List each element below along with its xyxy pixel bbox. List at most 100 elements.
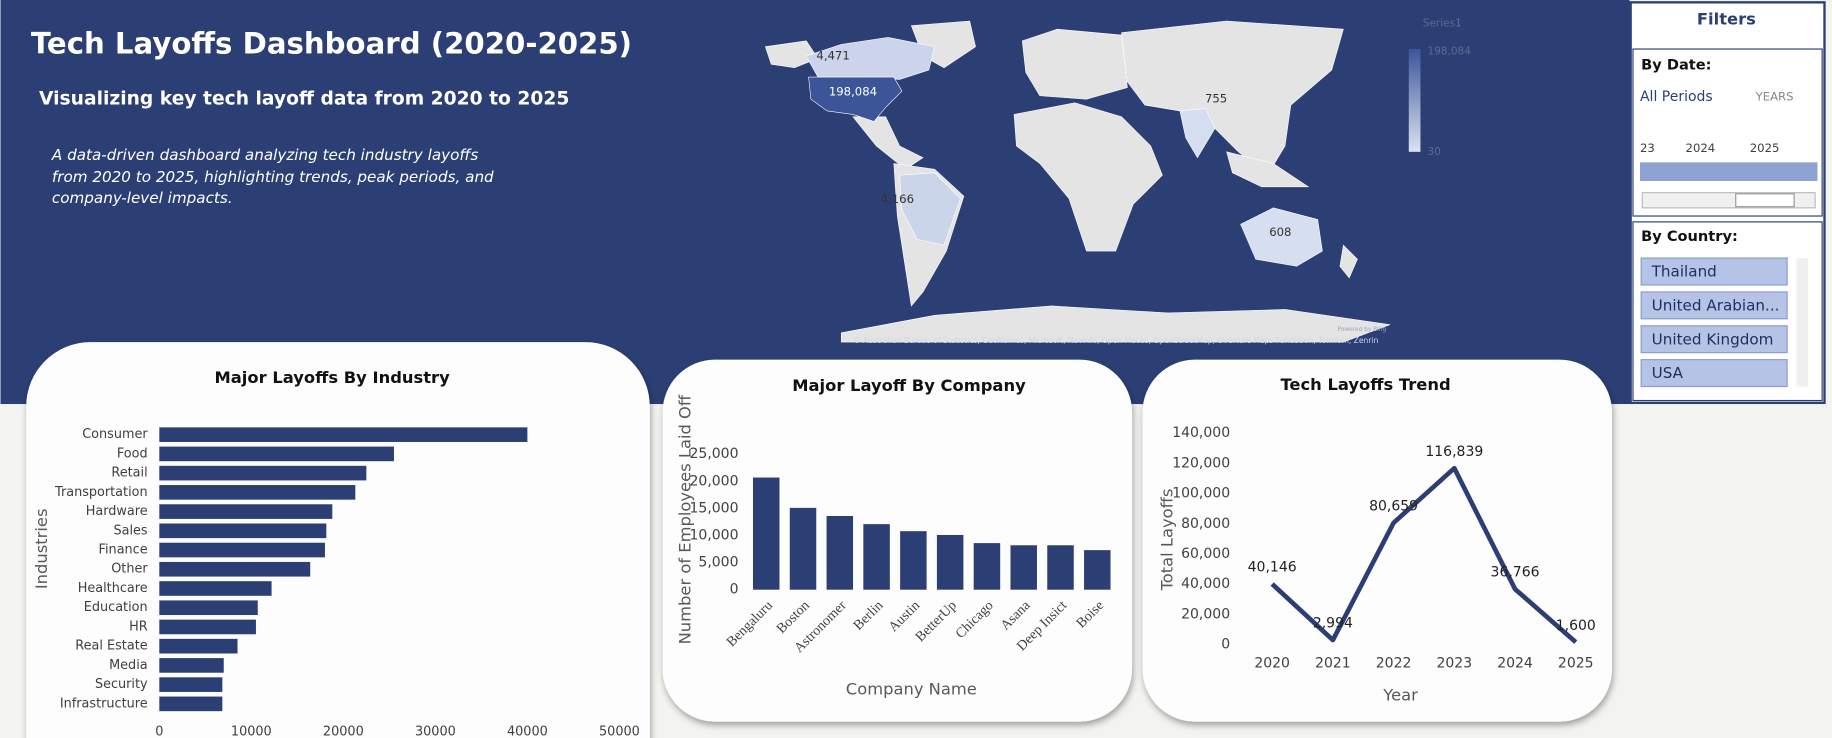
bar [159,427,528,442]
country-scrollbar[interactable] [1796,258,1809,387]
y-tick-label: Infrastructure [60,696,148,711]
y-tick-label: 140,000 [1172,425,1230,441]
map-legend-title: Series1 [1423,17,1462,29]
y-tick-label: Healthcare [78,581,148,596]
y-tick-label: 0 [1221,637,1230,653]
timeline-bar[interactable] [1639,162,1818,181]
bar [159,542,325,558]
y-tick-label: 80,000 [1181,516,1230,532]
x-tick-label: 10000 [231,725,272,738]
land [840,305,1391,343]
x-tick-label: 2020 [1254,655,1290,671]
y-tick-label: Retail [111,466,147,481]
country-item[interactable] [1640,359,1788,388]
country-item[interactable] [1640,257,1788,286]
y-tick-label: Food [117,446,148,461]
map-legend-min: 30 [1427,146,1440,158]
land [852,116,924,170]
bar [159,485,356,500]
data-label: 36,766 [1491,565,1540,581]
scroll-thumb[interactable] [1735,193,1795,208]
axis-title: Number of Employees Laid Off [675,394,694,644]
bar [159,561,311,577]
bar [159,581,272,596]
map-value-label: 755 [1205,92,1227,106]
bar [936,534,964,590]
axis-title: Year [1382,685,1418,704]
bar [159,677,223,692]
y-tick-label: Real Estate [75,639,147,654]
x-tick-label: 0 [155,725,163,738]
x-tick-label: 30000 [415,725,456,738]
x-tick-label: 50000 [599,725,640,738]
chart-title: Major Layoff By Company [792,376,1026,395]
y-tick-label: 40,000 [1181,576,1230,592]
y-tick-label: 25,000 [690,446,739,462]
land [1013,102,1163,252]
axis-title: Company Name [846,680,977,699]
bar [900,531,927,590]
bar [159,696,223,712]
bar [159,638,238,654]
bar [752,477,780,590]
y-tick-label: Consumer [82,427,148,442]
map-legend-max: 198,084 [1427,45,1471,57]
country-item[interactable] [1640,291,1788,320]
country-label: United Kingdom [1652,330,1774,348]
x-tick-label: 2022 [1376,655,1412,671]
filters-title: Filters [1697,9,1756,28]
y-tick-label: Security [95,677,148,692]
y-tick-label: 0 [730,582,739,598]
country-label: United Arabian... [1652,296,1780,314]
bar [159,600,258,616]
data-label: 80,659 [1369,498,1418,514]
land [1339,244,1358,279]
x-tick-label: 20000 [323,725,364,738]
x-tick-label: 2024 [1497,655,1533,671]
chart-title: Major Layoffs By Industry [215,368,451,387]
y-tick-label: Finance [99,543,148,558]
timeline-label: 23 [1640,141,1655,155]
y-tick-label: Sales [113,523,147,538]
trend-line [1270,465,1578,644]
bar [1084,550,1111,590]
y-tick-label: HR [129,619,148,634]
bar [159,446,394,462]
map-legend-scale [1408,49,1421,152]
y-tick-label: Media [109,658,148,673]
map-value-label: 608 [1269,225,1291,239]
data-label: 116,839 [1425,444,1483,460]
axis-title: Industries [32,509,51,590]
description: A data-driven dashboard analyzing tech i… [51,146,478,164]
axis-title: Total Layoffs [1158,489,1177,592]
timeline-label: 2024 [1686,141,1716,155]
timeline-label: 2025 [1750,141,1780,155]
y-tick-label: 20,000 [690,473,739,489]
map-region [1179,108,1216,159]
data-label: 40,146 [1248,560,1297,576]
map-region [1240,207,1323,267]
y-tick-label: 100,000 [1172,486,1230,502]
x-tick-label: 2025 [1558,655,1594,671]
map-value-label: 4,166 [881,192,914,206]
period[interactable]: All Periods [1640,89,1713,105]
y-tick-label: 10,000 [690,528,739,544]
description: from 2020 to 2025, highlighting trends, … [52,168,494,186]
bar [789,507,817,590]
y-tick-label: Hardware [86,504,148,519]
map-value-label: 198,084 [829,85,877,99]
x-tick-label: 2023 [1436,655,1472,671]
card [1142,359,1612,722]
country-label: Thailand [1651,263,1717,281]
world-map [764,20,1391,343]
land [1021,28,1128,100]
dashboard-subtitle: Visualizing key tech layoff data from 20… [39,89,569,110]
bar [863,524,890,590]
map-credit: Powered by Bing [1338,327,1387,333]
bar [159,658,224,673]
period-unit[interactable]: YEARS [1755,89,1794,103]
country-item[interactable] [1640,325,1788,354]
x-tick-label: 40000 [507,725,548,738]
